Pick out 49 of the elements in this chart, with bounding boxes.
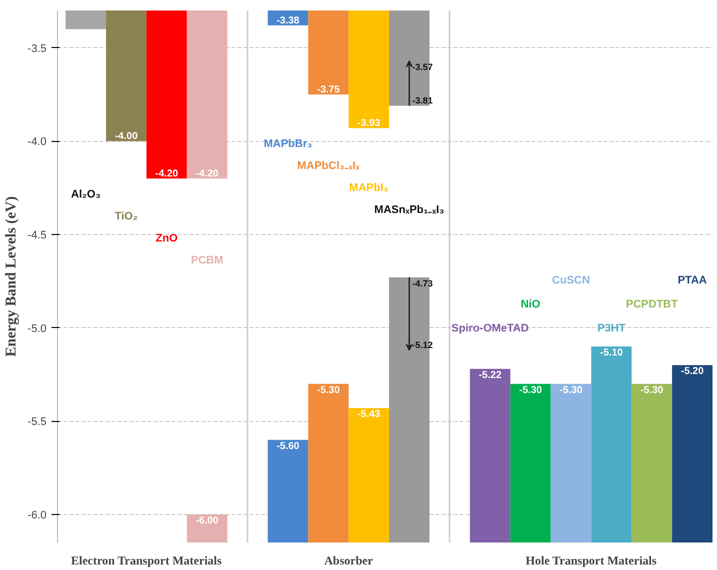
bar [591,346,632,542]
x-tick-label: NiO [520,298,541,310]
annotation: -5.30 [519,384,542,396]
annotation: -5.43 [357,409,381,420]
annotation: -3.38 [276,15,300,26]
x-tick-label: MAPbBr₃ [264,138,312,150]
x-tick-label: PCPDTBT [626,298,678,310]
annotation: -5.10 [600,348,624,358]
bar [106,10,146,142]
x-tick-label: Al₂O₃ [71,188,101,200]
x-tick-label: MAPbI₃ [349,182,388,194]
annotation: -5.22 [478,370,502,381]
annotation: -5.20 [680,366,704,378]
y-tick-label: -4.5 [28,230,47,242]
bar [66,10,106,30]
annotation: -5.60 [276,440,300,452]
annotation: -3.75 [317,84,340,96]
x-tick-label: MASnₓPb₁₋ₓI₃ [374,204,444,216]
y-axis-title: Energy Band Levels (eV) [4,196,20,357]
annotation: -4.20 [196,168,219,180]
y-tick-label: -4.0 [28,136,47,148]
x-tick-label: Spiro-OMeTAD [451,322,529,334]
bar [510,384,551,542]
text: Electron Transport Materials [71,554,222,568]
x-tick-label: TiO₂ [114,210,138,222]
x-tick-label: ZnO [156,232,178,244]
text: Absorber [324,554,374,568]
annotation: -5.30 [317,384,340,396]
bar [146,10,187,178]
bar [470,368,510,542]
y-tick-label: -5.0 [28,322,47,335]
annotation: -3.93 [357,118,381,130]
annotation: -5.30 [560,384,583,396]
annotation: -6.00 [196,516,219,526]
x-tick-label: PTAA [678,274,707,286]
y-tick-label: -6.0 [28,510,47,522]
x-tick-label: P3HT [597,322,626,334]
bar [550,384,592,542]
y-tick-label: -3.5 [28,42,47,55]
annotation: -5.30 [640,384,664,396]
y-tick-label: -5.5 [28,416,47,428]
x-tick-label: CuSCN [552,274,590,286]
annotation: -4.20 [155,168,178,180]
x-tick-label: PCBM [190,254,224,266]
bar [672,365,712,542]
text: Hole Transport Materials [526,554,657,568]
bar [632,384,672,542]
annotation: -4.00 [114,131,138,142]
x-tick-label: MAPbCl₃₋ₓIₓ [297,160,361,172]
